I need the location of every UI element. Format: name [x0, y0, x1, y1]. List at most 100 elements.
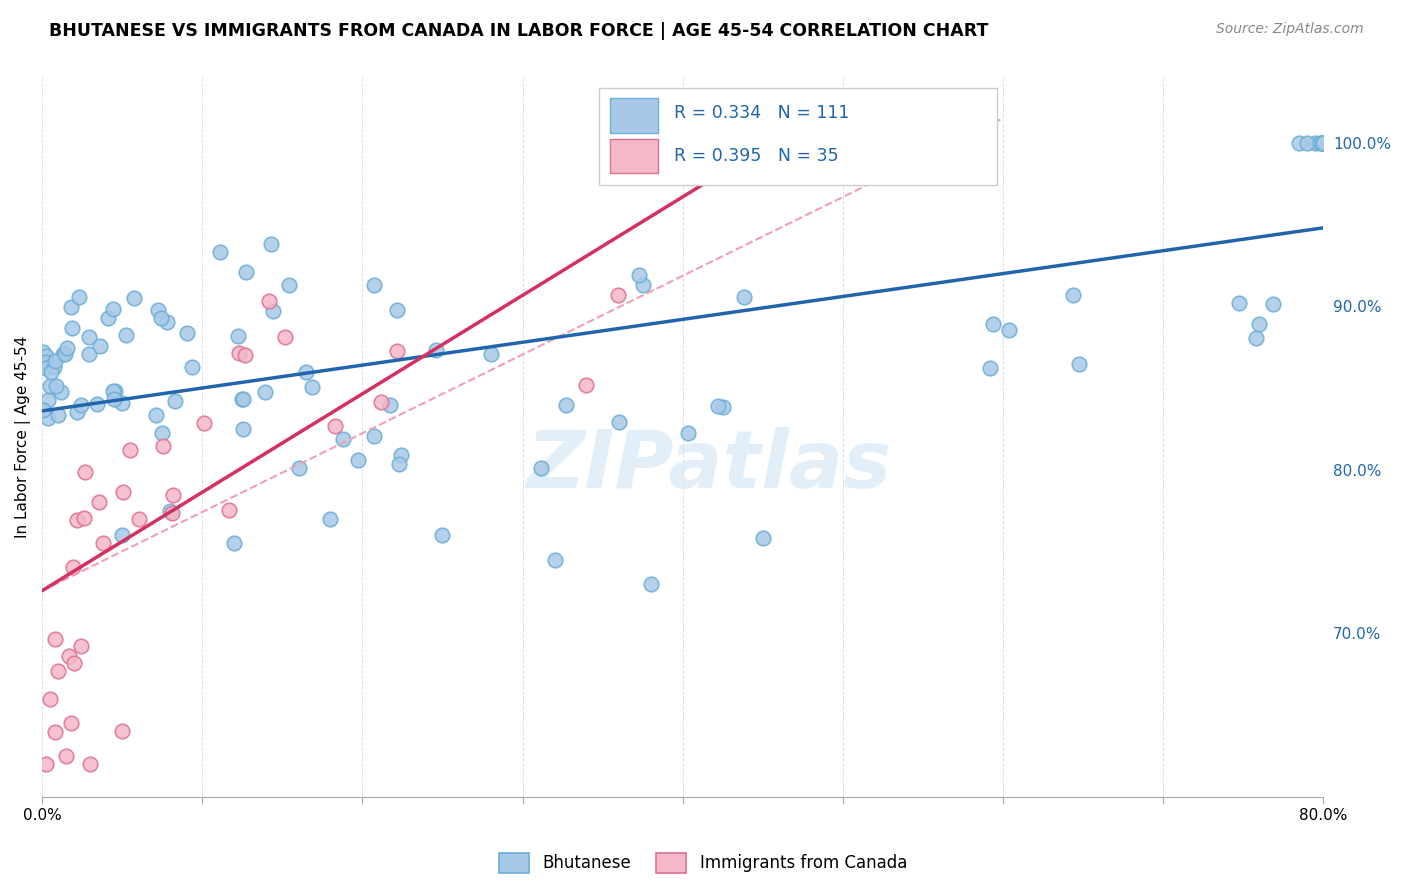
Point [75, 466, 97, 480]
Point [713, 400, 735, 414]
Point [1312, 136, 1334, 150]
Point [39, 378, 62, 392]
Point [676, 425, 699, 440]
Point [1312, 136, 1334, 150]
Point [1312, 136, 1334, 150]
Point [55, 748, 77, 763]
Point [60, 321, 83, 335]
Point [101, 301, 124, 316]
Point [1312, 136, 1334, 150]
FancyBboxPatch shape [610, 98, 658, 133]
Point [39, 365, 62, 379]
Point [278, 277, 301, 292]
Point [607, 287, 630, 301]
Point [633, 278, 655, 293]
Point [628, 268, 651, 282]
Point [111, 528, 134, 542]
Point [62, 656, 84, 670]
Point [160, 506, 183, 520]
Point [1312, 136, 1334, 150]
Point [44, 724, 66, 739]
Point [120, 443, 142, 458]
Point [86, 397, 108, 411]
Point [232, 422, 254, 436]
Point [60, 300, 83, 314]
Point [70, 639, 93, 653]
Point [1288, 136, 1310, 150]
Point [66, 513, 89, 527]
Point [77, 347, 100, 361]
Point [1312, 136, 1334, 150]
Point [104, 384, 127, 398]
Point [425, 343, 447, 357]
Point [295, 365, 318, 379]
Point [91, 535, 114, 549]
Text: R = 0.395   N = 35: R = 0.395 N = 35 [673, 147, 838, 165]
Point [1309, 136, 1331, 150]
Legend: Bhutanese, Immigrants from Canada: Bhutanese, Immigrants from Canada [492, 847, 914, 880]
FancyBboxPatch shape [610, 138, 658, 173]
Point [226, 329, 249, 343]
Point [1244, 330, 1267, 344]
Point [148, 302, 170, 317]
Point [554, 398, 576, 412]
Point [49, 384, 72, 399]
Point [35, 355, 58, 369]
Point [44, 632, 66, 646]
Point [363, 277, 385, 292]
Point [1312, 136, 1334, 150]
Point [52, 347, 75, 361]
Point [101, 384, 124, 399]
Point [385, 344, 408, 359]
Point [115, 327, 138, 342]
Point [543, 552, 565, 566]
Point [707, 399, 730, 413]
Point [87, 495, 110, 509]
Point [145, 408, 167, 422]
Point [640, 577, 662, 591]
Point [224, 536, 246, 550]
Point [103, 392, 125, 406]
Point [62, 560, 84, 574]
Point [35, 756, 58, 771]
Point [319, 512, 342, 526]
Point [1312, 136, 1334, 150]
Point [39, 691, 62, 706]
Point [389, 448, 412, 462]
Point [128, 512, 150, 526]
Point [31, 403, 53, 417]
Point [46, 664, 69, 678]
Point [979, 361, 1001, 376]
Point [156, 315, 179, 329]
Point [1067, 357, 1090, 371]
Point [752, 532, 775, 546]
Point [163, 394, 186, 409]
Point [176, 326, 198, 340]
Point [1312, 136, 1334, 150]
FancyBboxPatch shape [599, 88, 997, 186]
Point [981, 317, 1004, 331]
Point [44, 354, 66, 368]
Point [162, 488, 184, 502]
Point [69, 398, 91, 412]
Point [1312, 136, 1334, 150]
Text: ZIPatlas: ZIPatlas [526, 427, 891, 505]
Point [1303, 136, 1326, 150]
Point [55, 341, 77, 355]
Point [1227, 296, 1250, 310]
Point [122, 291, 145, 305]
Point [481, 347, 503, 361]
Point [34, 349, 56, 363]
Point [1312, 136, 1334, 150]
Point [59, 716, 82, 731]
Point [378, 398, 401, 412]
Text: R = 0.334   N = 111: R = 0.334 N = 111 [673, 104, 849, 122]
Point [208, 245, 231, 260]
Point [370, 395, 392, 409]
Point [997, 323, 1019, 337]
Point [263, 304, 285, 318]
Point [46, 408, 69, 422]
Point [67, 290, 90, 304]
Point [274, 330, 297, 344]
Point [1312, 136, 1334, 150]
